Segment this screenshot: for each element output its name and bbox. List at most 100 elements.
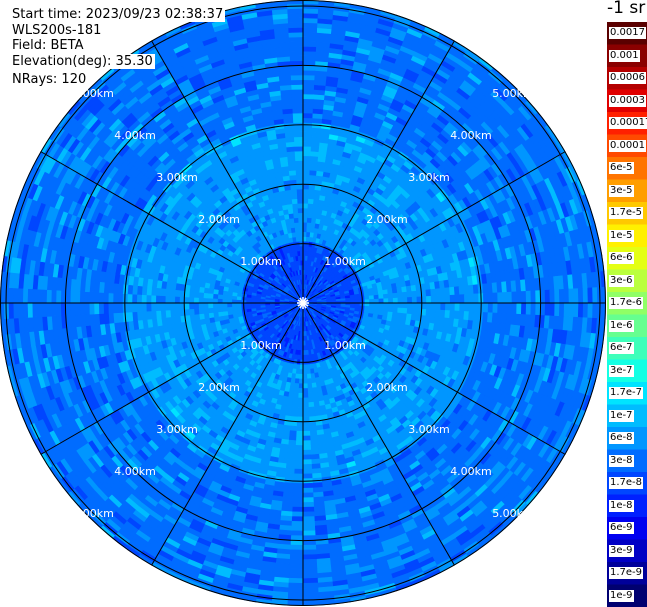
ppi-cell [302, 88, 315, 95]
ppi-cell [286, 601, 304, 606]
ppi-cell [294, 445, 304, 451]
ppi-cell [287, 592, 304, 598]
ppi-cell [302, 36, 318, 43]
ppi-cell [397, 297, 404, 304]
ppi-cell [308, 411, 316, 418]
ppi-cell [525, 290, 532, 304]
ppi-cell [454, 294, 461, 304]
ppi-cell [425, 289, 432, 297]
ppi-cell [302, 577, 318, 584]
ppi-cell [295, 430, 304, 437]
ppi-cell [296, 411, 304, 418]
ppi-cell [439, 309, 446, 319]
ppi-cell [308, 406, 315, 413]
ppi-cell [407, 302, 413, 310]
ppi-cell [302, 174, 311, 180]
ppi-cell [383, 293, 389, 300]
ppi-cell [302, 136, 313, 142]
ppi-cell [302, 483, 314, 489]
ppi-cell [305, 364, 311, 370]
ppi-cell [302, 12, 319, 19]
ppi-cell [309, 430, 318, 437]
ppi-cell [426, 295, 432, 304]
ppi-cell [309, 160, 319, 167]
ppi-cell [291, 516, 304, 522]
ppi-cell [288, 577, 304, 584]
ppi-cell [302, 558, 317, 565]
ppi-cell [309, 169, 318, 176]
ppi-cell [318, 0, 336, 1]
ppi-cell [302, 226, 308, 233]
ppi-cell [440, 295, 446, 304]
ppi-cell [549, 289, 556, 304]
ppi-cell [309, 435, 318, 441]
ppi-cell [388, 297, 394, 304]
ppi-cell [309, 425, 317, 432]
ppi-cell [582, 287, 589, 304]
ppi-cell [302, 17, 319, 24]
ppi-cell [309, 165, 318, 171]
ppi-cell [296, 407, 304, 413]
ppi-cell [302, 449, 312, 456]
ppi-cell [302, 426, 311, 432]
ppi-cell [302, 525, 316, 532]
ppi-cell [558, 302, 565, 317]
ppi-cell [520, 302, 527, 316]
ppi-cell [388, 302, 394, 309]
ppi-cell [293, 473, 304, 480]
ppi-cell [302, 563, 318, 570]
ppi-cell [302, 411, 310, 418]
ppi-cell [302, 373, 308, 380]
ppi-cell [309, 439, 319, 446]
ppi-cell [406, 291, 413, 298]
ppi-cell [302, 145, 312, 152]
ppi-cell [435, 302, 442, 311]
ppi-cell [401, 291, 408, 299]
ppi-cell [487, 292, 494, 304]
ppi-cell [288, 568, 304, 575]
ppi-cell [302, 150, 312, 157]
ppi-cell [302, 217, 308, 223]
ppi-cell [364, 295, 370, 301]
ppi-cell [302, 131, 313, 138]
ppi-cell [302, 41, 317, 48]
ppi-cell [302, 573, 318, 579]
ppi-cell [290, 530, 304, 537]
ppi-cell [563, 288, 570, 304]
ppi-cell [568, 302, 575, 318]
ppi-cell [308, 193, 315, 200]
ppi-cell [302, 535, 316, 541]
ppi-cell [302, 402, 309, 408]
ppi-cell [298, 383, 304, 389]
ppi-cell [302, 530, 316, 537]
ppi-cell [554, 302, 560, 317]
ppi-cell [297, 388, 304, 394]
ppi-cell [290, 411, 298, 418]
ppi-cell [497, 302, 503, 314]
ppi-cell [307, 401, 315, 408]
ppi-cell [302, 65, 316, 71]
ppi-cell [383, 298, 389, 304]
ppi-cell [302, 98, 315, 104]
ppi-cell [293, 387, 299, 394]
ppi-cell [289, 558, 304, 565]
ppi-cell [416, 296, 423, 304]
ppi-cell [549, 302, 556, 317]
ppi-cell [289, 425, 297, 432]
ppi-cell [364, 299, 370, 304]
ppi-cell [497, 292, 503, 304]
ppi-cell [307, 212, 313, 219]
ppi-cell [306, 378, 312, 384]
ppi-cell [302, 378, 308, 385]
ppi-cell [308, 188, 316, 195]
ppi-cell [421, 296, 427, 304]
ppi-cell [302, 502, 315, 508]
ppi-cell [288, 435, 297, 441]
ppi-cell [302, 117, 314, 123]
ppi-cell [421, 302, 427, 310]
ppi-cell [302, 549, 317, 556]
ppi-cell [302, 50, 317, 57]
ppi-cell [294, 459, 304, 465]
ppi-cell [302, 392, 309, 399]
ppi-cell [302, 46, 317, 52]
